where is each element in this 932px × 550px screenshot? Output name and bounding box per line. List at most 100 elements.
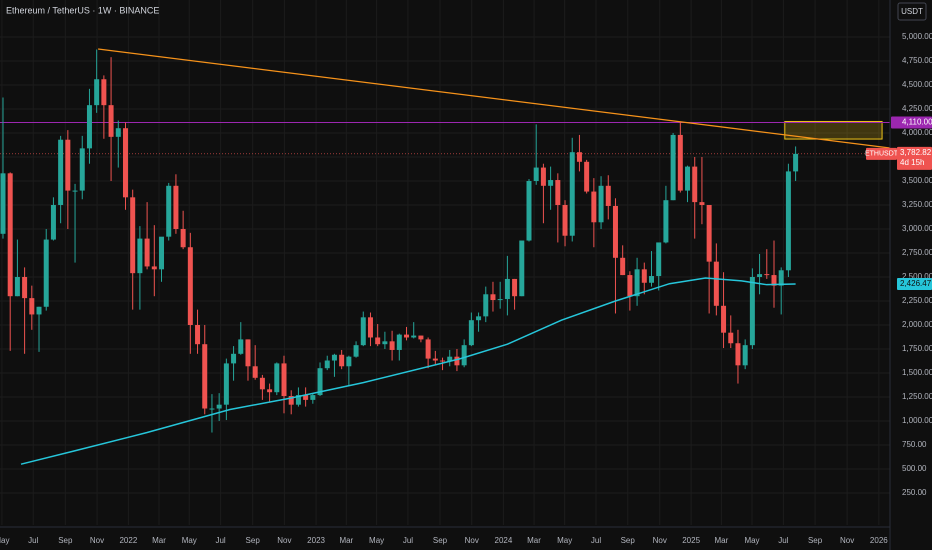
candle-body xyxy=(58,139,64,206)
candle-body xyxy=(742,345,748,366)
resistance-tag-label: 4,110.00 xyxy=(902,118,932,127)
candle-body xyxy=(512,278,518,297)
candle-body xyxy=(86,105,92,149)
symbol-tag-label: ETHUSDT xyxy=(865,151,899,158)
x-tick-label: May xyxy=(557,536,572,545)
x-tick-label: Nov xyxy=(465,536,479,545)
x-tick-label: Nov xyxy=(840,536,854,545)
currency-button[interactable] xyxy=(897,2,927,21)
candle-body xyxy=(728,332,734,344)
candle-body xyxy=(778,270,784,286)
candle-body xyxy=(187,247,193,326)
y-tick-label: 4,500.00 xyxy=(902,80,932,89)
candle-body xyxy=(209,408,215,410)
candle-body xyxy=(404,334,410,338)
candle-body xyxy=(396,334,402,350)
candle-body xyxy=(641,269,647,283)
y-tick-label: 1,000.00 xyxy=(902,416,932,425)
candle-body xyxy=(757,274,763,278)
candle-body xyxy=(259,377,265,390)
candle-body xyxy=(526,181,532,241)
y-tick-label: 2,000.00 xyxy=(902,320,932,329)
countdown-label: 4d 15h xyxy=(900,158,924,167)
candle-body xyxy=(173,185,179,230)
candle-body xyxy=(548,180,554,186)
x-tick-label: 2025 xyxy=(682,536,700,545)
candle-body xyxy=(331,354,337,361)
candle-body xyxy=(497,299,503,301)
candle-body xyxy=(339,354,345,367)
candle-body xyxy=(303,395,309,400)
y-tick-label: 2,500.00 xyxy=(902,272,932,281)
candle-body xyxy=(267,389,273,393)
candle-body xyxy=(29,298,35,315)
x-tick-label: Mar xyxy=(714,536,728,545)
candle-body xyxy=(468,320,474,346)
x-tick-label: Nov xyxy=(90,536,104,545)
x-tick-label: 2023 xyxy=(307,536,325,545)
candle-body xyxy=(476,316,482,321)
candle-body xyxy=(483,294,489,317)
x-tick-label: Sep xyxy=(433,536,448,545)
x-tick-label: May xyxy=(369,536,384,545)
candle-body xyxy=(519,240,525,297)
candle-body xyxy=(713,261,719,306)
x-tick-label: Sep xyxy=(808,536,823,545)
candle-body xyxy=(324,360,330,369)
candle-body xyxy=(65,139,71,191)
y-tick-label: 2,250.00 xyxy=(902,296,932,305)
candle-body xyxy=(36,306,42,315)
candle-body xyxy=(281,363,287,397)
candle-body xyxy=(735,343,741,366)
candle-body xyxy=(130,197,136,274)
x-tick-label: 2024 xyxy=(495,536,513,545)
candle-body xyxy=(94,79,100,106)
candle-body xyxy=(685,166,691,191)
candle-body xyxy=(101,79,107,106)
currency-label[interactable]: USDT xyxy=(901,7,923,16)
candle-body xyxy=(180,229,186,248)
candle-body xyxy=(663,200,669,243)
x-tick-label: Jul xyxy=(591,536,601,545)
candle-body xyxy=(14,277,20,297)
y-tick-label: 2,750.00 xyxy=(902,248,932,257)
y-tick-label: 4,000.00 xyxy=(902,128,932,137)
candle-body xyxy=(692,166,698,203)
candle-body xyxy=(504,278,510,300)
candle-body xyxy=(79,148,85,191)
x-tick-label: Nov xyxy=(277,536,291,545)
candle-body xyxy=(238,339,244,354)
candle-body xyxy=(22,277,28,299)
x-tick-label: Sep xyxy=(621,536,636,545)
candle-body xyxy=(706,205,712,262)
candle-body xyxy=(195,325,201,345)
candle-body xyxy=(202,344,208,409)
candle-body xyxy=(411,335,417,338)
candle-body xyxy=(360,317,366,346)
candle-body xyxy=(418,335,424,340)
candle-body xyxy=(252,366,258,378)
candle-body xyxy=(144,238,150,267)
candle-body xyxy=(533,167,539,182)
candle-body xyxy=(108,105,114,137)
y-tick-label: 1,750.00 xyxy=(902,344,932,353)
x-tick-label: Mar xyxy=(527,536,541,545)
candle-body xyxy=(598,185,604,223)
y-tick-label: 5,000.00 xyxy=(902,32,932,41)
candle-body xyxy=(216,404,222,409)
grid xyxy=(0,0,890,525)
x-tick-label: Jul xyxy=(403,536,413,545)
x-tick-label: Mar xyxy=(152,536,166,545)
x-tick-label: Mar xyxy=(339,536,353,545)
candle-body xyxy=(231,353,237,364)
candle-body xyxy=(584,161,590,192)
x-tick-label: 2026 xyxy=(870,536,888,545)
candle-body xyxy=(793,153,799,172)
x-tick-label: May xyxy=(0,536,9,545)
candle-body xyxy=(569,152,575,236)
candle-body xyxy=(317,368,323,396)
candle-body xyxy=(0,173,6,234)
candle-body xyxy=(656,242,662,277)
